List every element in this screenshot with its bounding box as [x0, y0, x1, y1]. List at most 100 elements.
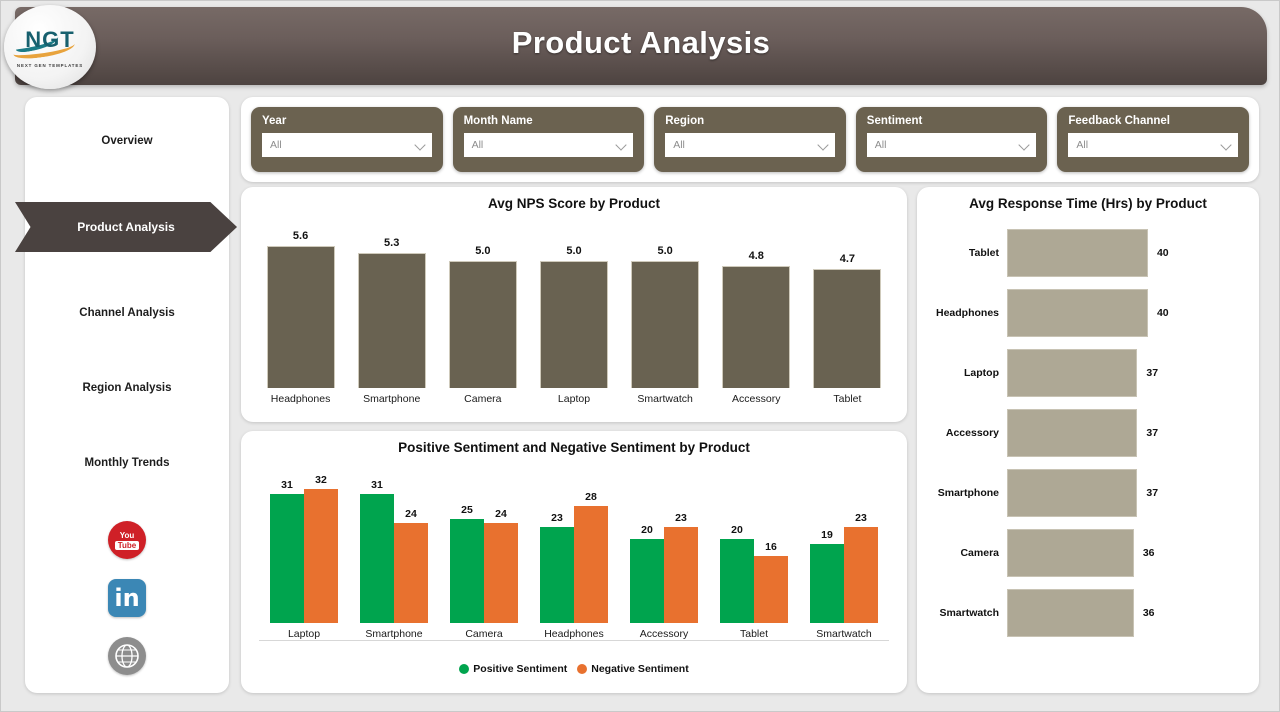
response-time-value: 40: [1156, 307, 1169, 319]
sentiment-bar-group[interactable]: 23 28 Headphones: [540, 461, 608, 640]
response-time-chart-title: Avg Response Time (Hrs) by Product: [969, 196, 1207, 211]
filter-region-value: All: [673, 139, 685, 151]
sentiment-bar-negative[interactable]: [844, 526, 878, 623]
nps-bar-value: 5.6: [292, 229, 309, 242]
response-time-bar[interactable]: [1007, 469, 1138, 517]
sentiment-bars: 23 28: [540, 461, 608, 623]
nps-bar-group[interactable]: 5.0 Camera: [448, 217, 517, 405]
filter-sentiment-label: Sentiment: [866, 115, 923, 127]
sidebar-item-overview[interactable]: Overview: [101, 135, 153, 147]
response-time-track: 36: [1007, 529, 1249, 577]
sentiment-bar-value: 23: [551, 511, 563, 524]
response-time-bar[interactable]: [1007, 349, 1138, 397]
filter-sentiment-value: All: [874, 139, 887, 151]
filter-sentiment-dropdown[interactable]: All: [866, 133, 1037, 157]
sentiment-bar-group[interactable]: 31 24 Smartphone: [360, 461, 428, 640]
nps-bar[interactable]: [631, 260, 700, 388]
linkedin-icon[interactable]: in: [108, 579, 146, 617]
nps-bar-group[interactable]: 5.0 Smartwatch: [631, 217, 700, 405]
nps-category-label: Headphones: [270, 393, 331, 405]
response-time-category-label: Smartphone: [937, 487, 999, 499]
response-time-value: 37: [1146, 427, 1159, 439]
response-time-value: 37: [1146, 367, 1159, 379]
nps-bar-value: 5.0: [475, 244, 491, 257]
nps-bar[interactable]: [266, 245, 335, 388]
nps-bar[interactable]: [539, 260, 608, 388]
filter-feedback-channel-dropdown[interactable]: All: [1068, 133, 1238, 157]
sentiment-bar-group[interactable]: 20 23 Accessory: [630, 461, 698, 640]
website-globe-icon[interactable]: [108, 637, 146, 675]
nps-bar-group[interactable]: 4.8 Accessory: [722, 217, 791, 405]
sentiment-bar-group[interactable]: 25 24 Camera: [450, 461, 518, 640]
chevron-down-icon: [817, 139, 829, 151]
response-time-row[interactable]: Smartphone 37: [927, 463, 1249, 523]
sentiment-bar-column: 31: [360, 461, 394, 623]
sentiment-bar-group[interactable]: 31 32 Laptop: [270, 461, 338, 640]
nps-bar[interactable]: [813, 268, 882, 388]
nps-bar-group[interactable]: 5.6 Headphones: [266, 217, 335, 405]
sidebar-item-product-analysis[interactable]: Product Analysis: [15, 202, 237, 252]
youtube-icon[interactable]: You Tube: [108, 521, 146, 559]
sidebar-item-channel-analysis[interactable]: Channel Analysis: [79, 307, 175, 319]
filter-feedback-channel: Feedback Channel All: [1057, 107, 1249, 172]
response-time-row[interactable]: Smartwatch 36: [927, 583, 1249, 643]
social-links: You Tube in: [25, 521, 229, 675]
response-time-row[interactable]: Camera 36: [927, 523, 1249, 583]
legend-item-negative[interactable]: Negative Sentiment: [577, 663, 689, 675]
nps-bar-group[interactable]: 5.0 Laptop: [539, 217, 608, 405]
sidebar-item-region-analysis[interactable]: Region Analysis: [82, 382, 172, 394]
sentiment-bar-positive[interactable]: [630, 539, 664, 623]
response-time-bar[interactable]: [1007, 409, 1138, 457]
sentiment-bar-positive[interactable]: [270, 493, 304, 623]
filter-region-label: Region: [665, 115, 705, 127]
response-time-track: 40: [1007, 229, 1249, 277]
nps-category-label: Camera: [464, 393, 502, 405]
filter-month-name: Month Name All: [452, 107, 645, 172]
sentiment-bar-group[interactable]: 20 16 Tablet: [720, 461, 788, 640]
response-time-bar[interactable]: [1007, 529, 1134, 577]
sentiment-bar-negative[interactable]: [574, 506, 608, 623]
sentiment-bar-value: 32: [315, 474, 327, 487]
nps-bar[interactable]: [357, 253, 426, 388]
sentiment-bar-positive[interactable]: [360, 493, 394, 623]
sentiment-bar-negative[interactable]: [484, 522, 518, 623]
sentiment-bar-column: 20: [630, 461, 664, 623]
sentiment-bar-positive[interactable]: [450, 518, 484, 623]
sentiment-bar-positive[interactable]: [810, 543, 844, 623]
sentiment-category-label: Laptop: [287, 628, 321, 640]
sentiment-bar-negative[interactable]: [664, 526, 698, 623]
filter-region-dropdown[interactable]: All: [665, 133, 835, 157]
sentiment-category-label: Smartwatch: [816, 628, 872, 640]
sentiment-bar-group[interactable]: 19 23 Smartwatch: [810, 461, 878, 640]
sidebar-item-monthly-trends[interactable]: Monthly Trends: [84, 457, 170, 469]
sentiment-bar-negative[interactable]: [394, 522, 428, 623]
legend-item-positive[interactable]: Positive Sentiment: [459, 663, 567, 675]
response-time-row[interactable]: Tablet 40: [927, 223, 1249, 283]
chevron-down-icon: [1018, 139, 1031, 151]
filter-month-name-label: Month Name: [463, 115, 533, 127]
response-time-row[interactable]: Accessory 37: [927, 403, 1249, 463]
legend-label: Positive Sentiment: [473, 663, 568, 675]
nps-bar-group[interactable]: 5.3 Smartphone: [357, 217, 426, 405]
sentiment-bars: 31 24: [360, 461, 428, 623]
nps-bar[interactable]: [448, 260, 517, 388]
filter-year-label: Year: [262, 115, 287, 127]
response-time-row[interactable]: Headphones 40: [927, 283, 1249, 343]
response-time-bar[interactable]: [1007, 229, 1148, 277]
nps-bar-group[interactable]: 4.7 Tablet: [813, 217, 882, 405]
sentiment-bar-negative[interactable]: [304, 489, 338, 623]
sentiment-bar-negative[interactable]: [754, 556, 788, 623]
sentiment-bar-positive[interactable]: [720, 539, 754, 623]
response-time-bar[interactable]: [1007, 289, 1148, 337]
sentiment-category-label: Accessory: [639, 628, 689, 640]
response-time-track: 37: [1007, 469, 1249, 517]
response-time-category-label: Accessory: [945, 427, 999, 439]
filter-year-dropdown[interactable]: All: [262, 133, 432, 157]
response-time-bar[interactable]: [1007, 589, 1134, 637]
nps-bar[interactable]: [722, 265, 791, 388]
sentiment-bar-positive[interactable]: [540, 526, 574, 623]
filter-month-name-dropdown[interactable]: All: [463, 133, 634, 157]
logo-mark-icon: NGT: [11, 27, 89, 61]
response-time-row[interactable]: Laptop 37: [927, 343, 1249, 403]
